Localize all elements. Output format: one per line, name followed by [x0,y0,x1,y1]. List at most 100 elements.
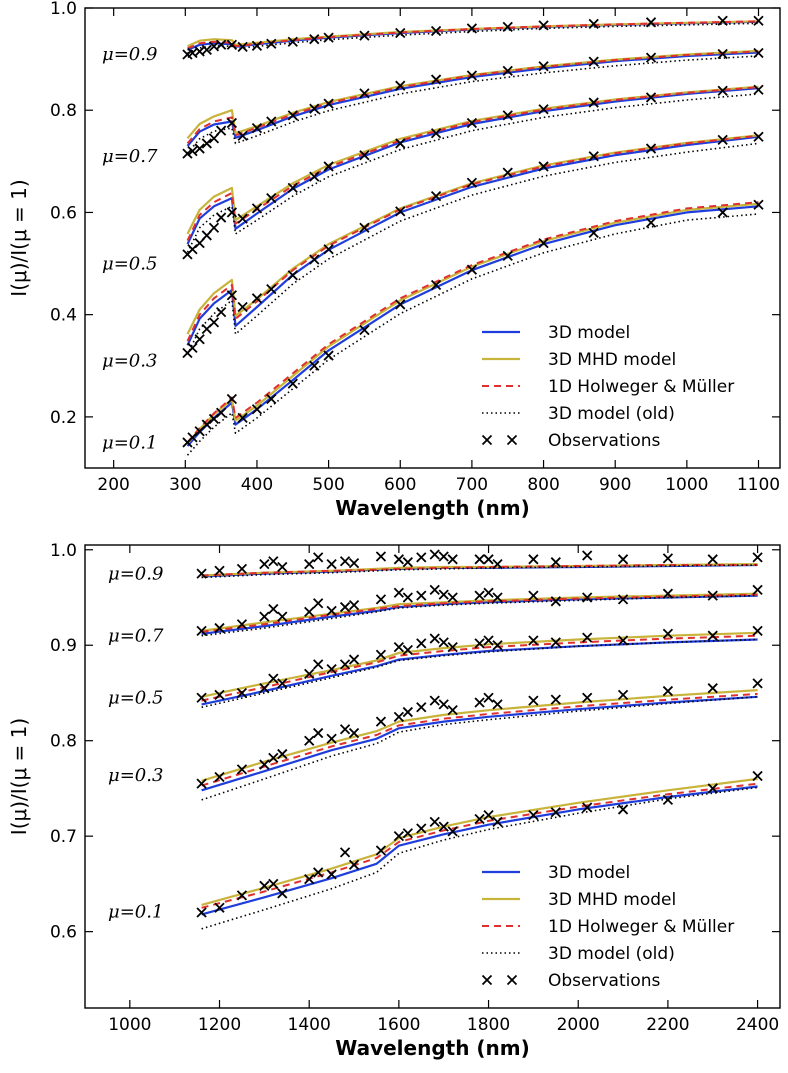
legend-label: Observations [548,971,661,991]
observation-point [339,724,351,735]
observation-point [348,600,360,611]
observation-point [309,103,320,114]
observation-point [538,61,549,72]
observation-point [236,563,248,575]
x-tick-label: 300 [169,475,201,495]
observation-point [402,706,413,718]
observation-point [375,551,387,562]
observation-point [416,823,427,834]
observation-point [339,556,351,567]
legend-marker-observations [506,434,518,446]
y-tick-label: 1.0 [50,0,77,19]
observation-point [313,727,324,739]
observation-point [662,685,674,697]
observation-point [277,678,288,689]
mu-label: μ=0.1 [108,902,163,923]
observation-point [492,816,503,827]
x-tick-label: 2400 [736,1015,779,1035]
observation-point [582,592,593,603]
observation-point [251,40,263,51]
observation-point [416,702,427,713]
observation-point [466,70,478,81]
observation-point [474,554,485,565]
observation-point [717,207,728,218]
observation-point [251,293,263,304]
y-axis-label: I(μ)/I(μ = 1) [7,179,31,296]
observation-point [528,695,539,706]
observation-point [438,551,449,562]
observation-point [645,17,657,28]
observation-point [208,317,220,328]
observation-point [447,592,458,603]
legend-label: 3D model (old) [548,944,675,964]
observation-point [304,606,315,617]
y-tick-label: 0.2 [50,408,77,428]
observation-point [753,15,764,26]
observation-point [226,393,238,405]
observation-point [617,554,629,565]
observation-point [226,207,238,218]
observation-point [196,692,207,703]
x-tick-label: 1000 [108,1015,151,1035]
legend-label: 3D model (old) [548,404,675,424]
observation-point [429,695,440,706]
mu-label: μ=0.3 [108,765,163,786]
observation-point [502,250,513,262]
observation-point [393,711,405,722]
observation-point [538,20,549,31]
x-tick-label: 600 [384,475,416,495]
legend-label: 3D model [548,863,630,883]
observation-point [266,38,277,49]
mu-label: μ=0.5 [108,688,163,709]
observation-point [717,85,728,96]
observation-point [528,810,539,821]
observation-point [196,778,207,789]
observation-point [717,15,728,26]
observation-point [752,678,763,689]
x-tick-label: 1400 [288,1015,331,1035]
observation-point [550,557,561,568]
observation-point [588,227,599,239]
y-tick-label: 0.6 [50,923,77,943]
x-tick-label: 1200 [198,1015,241,1035]
observation-point [582,632,593,643]
mu-label: μ=0.3 [102,351,157,372]
observation-point [196,907,207,918]
observation-point [359,324,370,336]
observation-point [395,299,406,310]
observation-point [438,589,449,600]
x-tick-label: 2200 [646,1015,689,1035]
series-line-mu0.3-3d-mhd-model [201,689,758,782]
legend: 3D model 3D MHD model 1D Holweger & Müller… [481,863,734,991]
observation-point [550,637,561,648]
observation-point [528,590,539,601]
observation-point [707,590,718,601]
observation-point [375,845,387,856]
series-line-mu0.1-3d-mhd-model [201,777,758,906]
observation-point [313,598,324,609]
series-line-mu0.5-3d-mhd-model [201,631,758,698]
series-line-mu0.7-1d-holweger-m-ller [201,593,758,633]
observation-point [194,334,205,345]
observation-point [402,557,413,568]
observation-point [309,171,320,182]
observation-point [214,565,225,576]
observation-point [447,705,458,716]
observation-point [266,116,277,127]
observation-point [277,611,288,622]
y-tick-label: 0.9 [50,636,77,656]
observation-point [326,605,337,617]
observation-point [753,47,764,59]
observation-point [348,727,360,739]
series-line-mu0.5-3d-model-old- [186,93,759,253]
observation-point [430,279,442,291]
observation-point [287,378,298,389]
mu-label: μ=0.7 [108,626,164,647]
observation-point [582,692,593,703]
observation-point [237,213,248,224]
mu-label: μ=0.7 [102,146,158,167]
observation-point [416,552,427,563]
observation-point [438,821,449,832]
observation-point [430,25,442,37]
observation-point [201,138,212,149]
